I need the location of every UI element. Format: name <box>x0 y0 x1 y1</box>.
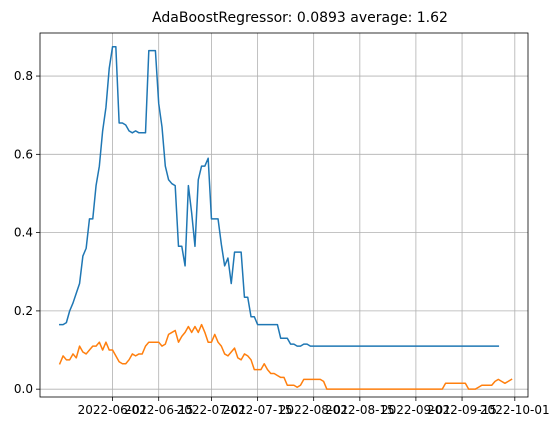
y-tick-label: 0.0 <box>14 382 33 396</box>
series-line-1 <box>59 45 500 347</box>
x-tick-label: 2022-09-01 <box>381 403 451 417</box>
y-tick-label: 0.8 <box>14 69 33 83</box>
grid-layer <box>40 33 528 397</box>
x-tick-label: 2022-08-01 <box>279 403 349 417</box>
y-tick-label: 0.2 <box>14 304 33 318</box>
x-tick-label: 2022-10-01 <box>480 403 550 417</box>
y-tick-label: 0.6 <box>14 147 33 161</box>
tick-layer: 2022-06-012022-06-152022-07-012022-07-15… <box>14 69 550 417</box>
series-line-2 <box>58 323 513 390</box>
x-tick-label: 2022-09-15 <box>427 403 497 417</box>
chart-title: AdaBoostRegressor: 0.0893 average: 1.62 <box>152 10 448 26</box>
y-tick-label: 0.4 <box>14 226 33 240</box>
x-tick-label: 2022-06-01 <box>78 403 148 417</box>
x-tick-label: 2022-08-15 <box>325 403 395 417</box>
x-tick-label: 2022-07-15 <box>223 403 293 417</box>
x-tick-label: 2022-06-15 <box>124 403 194 417</box>
series-layer <box>58 45 513 390</box>
plot-frame <box>39 32 529 398</box>
x-tick-label: 2022-07-01 <box>177 403 247 417</box>
